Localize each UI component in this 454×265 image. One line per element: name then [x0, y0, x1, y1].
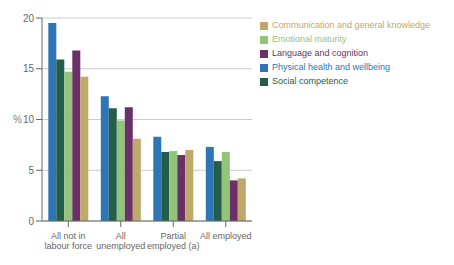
- svg-text:All not inlabour force: All not inlabour force: [44, 231, 92, 251]
- svg-text:5: 5: [28, 165, 34, 176]
- html-text:Emotional maturity: Emotional maturity: [272, 34, 347, 44]
- html-text:Communication and general know: Communication and general knowledge: [272, 20, 431, 30]
- svg-text:20: 20: [23, 13, 35, 24]
- svg-text:Partialemployed (a): Partialemployed (a): [147, 231, 200, 251]
- svg-text:15: 15: [23, 63, 35, 74]
- svg-text:All employed: All employed: [200, 231, 252, 241]
- html-text:Social competence: Social competence: [272, 76, 348, 86]
- svg-text:%: %: [13, 114, 22, 125]
- svg-text:0: 0: [28, 216, 34, 227]
- svg-text:10: 10: [23, 114, 35, 125]
- html-text:Physical health and wellbeing: Physical health and wellbeing: [272, 62, 391, 72]
- svg-text:Allunemployed: Allunemployed: [96, 231, 145, 251]
- html-text:Language and cognition: Language and cognition: [272, 48, 369, 58]
